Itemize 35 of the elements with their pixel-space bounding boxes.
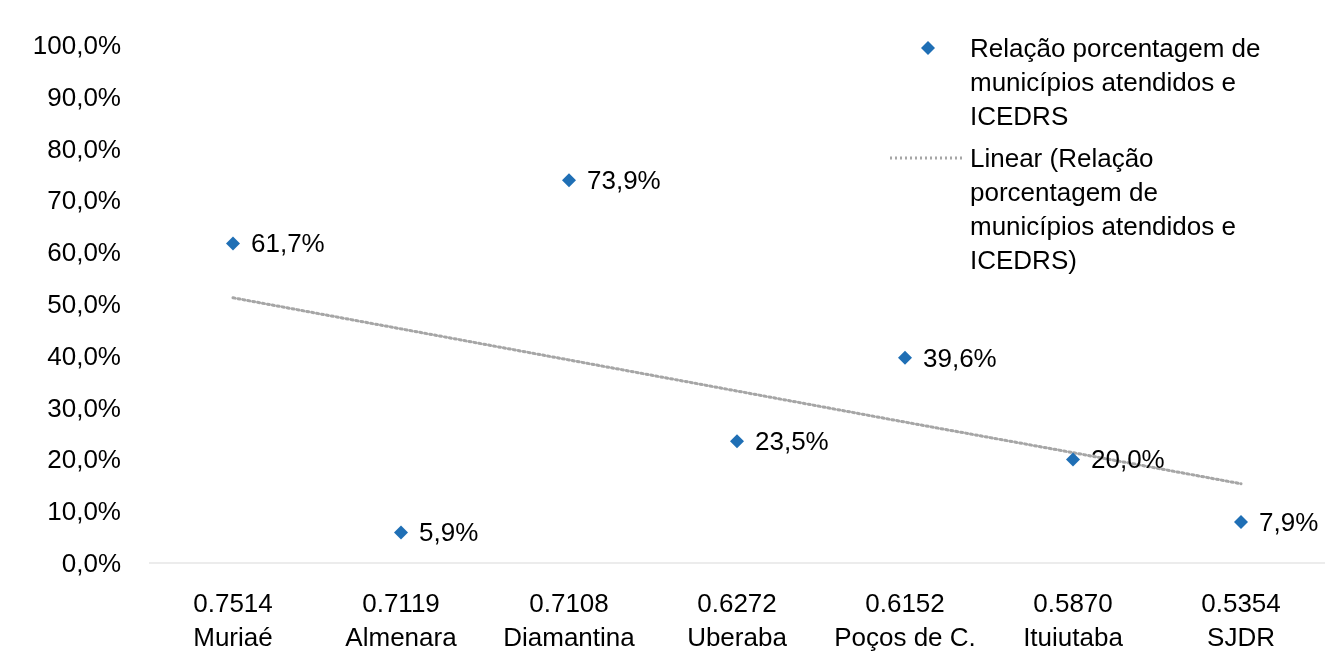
data-label: 73,9% — [587, 165, 661, 196]
y-tick-label: 80,0% — [47, 133, 121, 164]
point — [394, 525, 408, 540]
x-tick-label: 0.5354 SJDR — [1201, 588, 1281, 652]
y-tick-label: 70,0% — [47, 185, 121, 216]
x-tick-label: 0.5870 Ituiutaba — [1023, 588, 1124, 652]
y-tick-label: 60,0% — [47, 237, 121, 268]
legend-label: Relação porcentagem de municípios atendidos e ICEDRS — [970, 33, 1261, 131]
y-tick-label: 0,0% — [61, 548, 121, 578]
y-tick-label: 20,0% — [47, 444, 121, 475]
y-tick-label: 100,0% — [32, 30, 121, 60]
x-tick-label: 0.7514 Muriaé — [193, 588, 273, 652]
x-tick-label: 0.6272 Uberaba — [687, 588, 788, 652]
point — [1234, 515, 1248, 530]
point — [898, 350, 912, 365]
x-tick-label: 0.7119 Almenara — [345, 588, 458, 652]
point — [1066, 452, 1080, 467]
data-label: 20,0% — [1091, 444, 1165, 475]
x-tick-label: 0.7108 Diamantina — [503, 588, 636, 652]
data-label: 23,5% — [755, 426, 829, 457]
x-tick-label: 0.6152 Poços de C. — [834, 588, 976, 652]
y-tick-label: 40,0% — [47, 340, 121, 371]
y-tick-label: 50,0% — [47, 289, 121, 319]
data-label: 7,9% — [1259, 507, 1319, 538]
y-tick-label: 10,0% — [47, 496, 121, 527]
point — [730, 434, 744, 449]
data-label: 5,9% — [419, 517, 479, 548]
y-tick-label: 30,0% — [47, 392, 121, 423]
line-series — [231, 296, 1243, 486]
y-tick-label: 90,0% — [47, 81, 121, 112]
point — [562, 173, 576, 188]
data-label: 61,7% — [251, 228, 325, 259]
legend-label: Linear (Relação porcentagem de municípios atendidos e ICEDRS) — [970, 143, 1236, 275]
point — [226, 236, 240, 251]
data-label: 39,6% — [923, 342, 997, 373]
